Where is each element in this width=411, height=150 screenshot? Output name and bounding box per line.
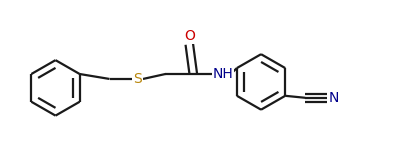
Text: O: O bbox=[184, 29, 195, 43]
Text: N: N bbox=[329, 91, 339, 105]
Text: S: S bbox=[133, 72, 142, 86]
Text: NH: NH bbox=[213, 67, 233, 81]
